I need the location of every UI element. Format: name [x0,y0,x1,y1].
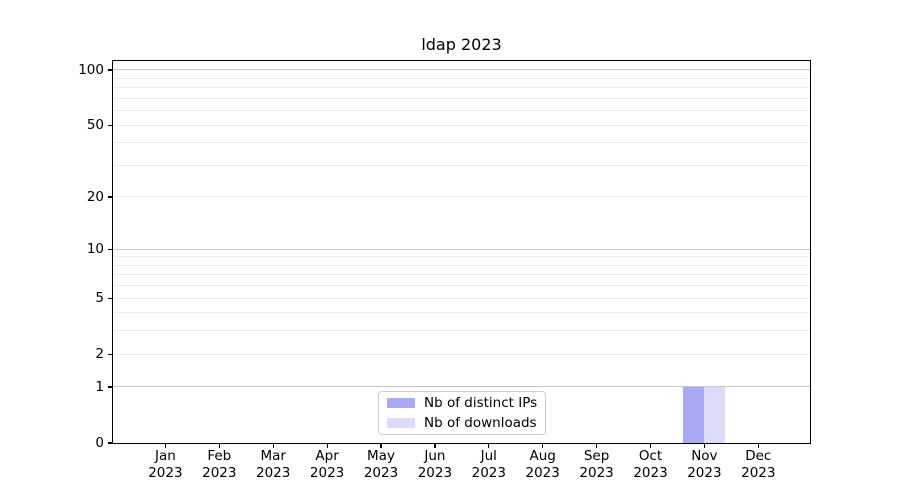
x-tick-label-oct: Oct 2023 [633,448,668,481]
y-tick-label-1: 1 [95,378,104,395]
y-tick-mark-20 [107,196,112,198]
chart-title: ldap 2023 [421,35,502,54]
gridline-minor-50 [113,124,810,126]
gridline-minor-60 [113,110,810,112]
gridline-major-10 [113,248,810,250]
x-tick-mark-oct [649,443,652,448]
gridline-minor-7 [113,274,810,276]
y-tick-label-100: 100 [78,62,104,78]
y-tick-label-20: 20 [86,188,104,205]
x-tick-mark-dec [757,443,759,448]
y-tick-label-50: 50 [86,117,104,134]
y-tick-label-0: 0 [95,435,104,451]
y-tick-label-10: 10 [86,241,104,258]
legend-entry-distinct-ips: Nb of distinct IPs [379,394,545,412]
x-tick-label-dec: Dec 2023 [741,448,776,481]
legend-label-distinct-ips: Nb of distinct IPs [424,395,538,411]
x-tick-label-may: May 2023 [363,448,399,481]
y-tick-label-5: 5 [95,290,104,307]
x-tick-mark-apr [326,443,328,448]
x-tick-label-apr: Apr 2023 [309,448,345,481]
gridline-major-1 [113,386,810,388]
bar-distinct-ips-nov-2023 [683,386,705,443]
y-tick-mark-2 [107,353,112,355]
x-tick-label-sep: Sep 2023 [579,448,614,481]
gridline-minor-6 [113,285,810,287]
x-tick-mark-may [380,443,382,448]
legend-label-downloads: Nb of downloads [424,415,537,431]
bar-downloads-nov-2023 [704,386,726,443]
gridline-minor-20 [113,196,810,198]
legend: Nb of distinct IPs Nb of downloads [378,391,546,435]
y-tick-mark-1 [107,386,112,388]
x-tick-label-mar: Mar 2023 [256,448,291,481]
gridline-minor-40 [113,142,810,144]
gridline-minor-3 [113,330,810,332]
x-tick-label-aug: Aug 2023 [525,448,560,481]
x-tick-label-nov: Nov 2023 [687,448,722,481]
x-tick-label-jul: Jul 2023 [471,448,506,481]
y-tick-mark-10 [107,248,112,250]
gridline-minor-8 [113,264,810,266]
gridline-minor-30 [113,164,810,166]
legend-swatch-downloads [387,418,415,428]
x-tick-mark-feb [218,443,220,448]
x-tick-mark-jun [434,443,436,448]
x-tick-label-jan: Jan 2023 [148,448,183,481]
gridline-minor-4 [113,312,810,314]
x-tick-mark-nov [703,443,706,448]
y-tick-mark-5 [107,297,112,299]
gridline-major-100 [113,69,810,71]
y-tick-mark-50 [107,124,112,126]
x-tick-label-feb: Feb 2023 [202,448,237,481]
x-tick-mark-mar [272,443,274,448]
x-tick-mark-jul [488,443,490,448]
legend-swatch-distinct-ips [387,398,415,408]
gridline-minor-2 [113,353,810,355]
gridline-minor-70 [113,97,810,99]
x-tick-mark-aug [542,443,544,448]
y-tick-mark-0 [107,442,112,444]
legend-entry-downloads: Nb of downloads [379,414,545,432]
gridline-minor-80 [113,87,810,89]
gridline-minor-90 [113,77,810,79]
x-tick-label-jun: Jun 2023 [417,448,453,481]
x-tick-mark-sep [596,443,598,448]
gridline-minor-5 [113,297,810,299]
x-tick-mark-jan [164,443,167,448]
y-tick-label-2: 2 [95,346,104,363]
gridline-minor-9 [113,256,810,258]
y-tick-mark-100 [107,69,112,71]
